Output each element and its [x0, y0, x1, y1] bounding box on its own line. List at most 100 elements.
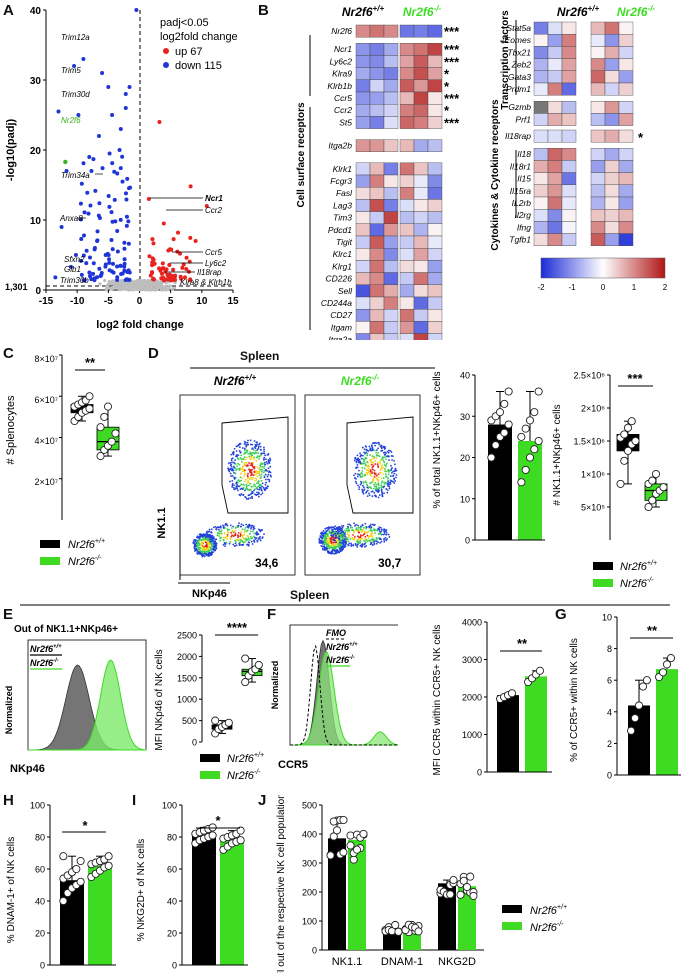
d-flow-event	[250, 527, 252, 530]
d-flow-event	[336, 545, 339, 548]
d-flow-event	[233, 488, 236, 491]
volcano-point-up	[180, 265, 185, 270]
j-nk11-ko-point	[352, 845, 362, 854]
d-flow-event	[199, 553, 201, 555]
d-flow-event	[386, 479, 389, 482]
d-flow-event	[344, 529, 346, 532]
volcano-point-down	[110, 261, 115, 266]
heatmap-cell	[533, 58, 549, 71]
e-hist-xlabel: NKp46	[10, 763, 45, 775]
heatmap-cell	[427, 43, 443, 56]
d-flow-event	[234, 541, 237, 543]
g-wt-bar	[628, 705, 650, 775]
d-flow-event	[380, 540, 383, 543]
d-flow-event	[384, 453, 386, 456]
d-flow-event	[225, 541, 228, 544]
d-flow-event	[395, 474, 398, 476]
d-flow-event	[204, 533, 207, 536]
panel-f-hist: FMO Nr2f6+/+ Nr2f6-/- Normalized CCR5	[270, 624, 398, 771]
d-count-wt-point	[623, 446, 633, 455]
heatmap-gene-label: Tim3	[333, 213, 352, 223]
heatmap-cell	[383, 24, 399, 38]
d-flow-event	[237, 535, 240, 537]
volcano-ytick: 40	[30, 6, 42, 17]
volcano-point-down	[123, 92, 128, 96]
d-flow-event	[243, 464, 246, 467]
heatmap-cell	[533, 34, 549, 47]
volcano-point-down	[118, 217, 123, 222]
d-flow-event	[250, 485, 253, 488]
heatmap-cell	[413, 174, 429, 188]
volcano-point-down	[126, 241, 131, 246]
volcano-point-down	[118, 263, 123, 268]
d-flow-event	[375, 542, 378, 545]
d-flow-event	[370, 461, 373, 464]
d-flow-event	[268, 457, 271, 460]
heatmap-cell	[427, 321, 443, 334]
d-flow-event	[249, 470, 252, 473]
heatmap-cell	[590, 46, 606, 59]
d-flow-event	[383, 464, 386, 466]
d-flow-event	[258, 470, 260, 473]
d-flow-event	[212, 526, 215, 529]
d-flow-event	[251, 524, 254, 527]
d-flow-event	[257, 482, 260, 485]
heatmap-cell	[561, 196, 577, 210]
d-flow-event	[388, 485, 391, 488]
d-flow-event	[224, 522, 227, 525]
d-flow-event	[366, 531, 369, 534]
d-flow-event	[244, 449, 246, 452]
d-flow-event	[366, 489, 369, 492]
d-flow-event	[319, 535, 322, 537]
d-flow-event	[260, 453, 263, 455]
d-flow-event	[387, 470, 390, 473]
d-flow-event	[360, 457, 363, 460]
d-flow-event	[234, 468, 237, 470]
d-flow-event	[360, 480, 362, 483]
d-flow-event	[253, 466, 256, 468]
d-flow-event	[363, 488, 366, 491]
d-flow-event	[241, 468, 244, 470]
d-flow-event	[252, 465, 254, 468]
d-flow-event	[247, 497, 250, 500]
volcano-point-down	[93, 188, 98, 193]
d-flow-event	[269, 465, 272, 468]
i-ko-point	[236, 826, 245, 835]
d-bar-ko-point	[530, 445, 539, 454]
heatmap-cell	[618, 129, 634, 143]
heatmap-col-wt: Nr2f6+/+	[342, 4, 385, 19]
heatmap-gene-label: Il15ra	[510, 186, 532, 196]
d-flow-event	[380, 477, 383, 480]
d-flow-event	[247, 484, 250, 487]
d-flow-event	[364, 537, 367, 540]
d-flow-event	[239, 533, 242, 535]
heatmap-group-surface: Cell surface receptors	[296, 102, 307, 207]
heatmap-gene-label: Klrg1	[332, 261, 352, 271]
d-flow-event	[239, 451, 242, 454]
c-ko-point	[107, 437, 116, 446]
d-flow-event	[331, 543, 334, 546]
h-ko-point	[104, 861, 113, 870]
volcano-point-down	[126, 268, 131, 273]
d-flow-event	[350, 544, 353, 547]
d-flow-event	[231, 482, 234, 485]
heatmap-cell	[399, 260, 415, 273]
d-flow-event	[216, 534, 219, 537]
d-flow-event	[195, 545, 197, 548]
d-flow-event	[247, 477, 249, 479]
d-flow-event	[233, 476, 235, 479]
d-flow-event	[231, 530, 234, 533]
d-flow-event	[257, 528, 260, 531]
d-count-wt-point	[623, 423, 633, 432]
d-flow-event	[262, 458, 265, 461]
c-ko-point	[96, 452, 105, 461]
d-flow-event	[209, 549, 212, 552]
d-flow-event	[355, 482, 358, 485]
heatmap-cell	[427, 79, 443, 93]
d-flow-event	[247, 480, 249, 482]
d-flow-event	[241, 544, 244, 546]
d-flow-ko-title: Nr2f6-/-	[341, 373, 380, 388]
d-flow-event	[332, 529, 334, 531]
d-flow-event	[377, 466, 380, 469]
volcano-point-ns	[148, 287, 152, 291]
